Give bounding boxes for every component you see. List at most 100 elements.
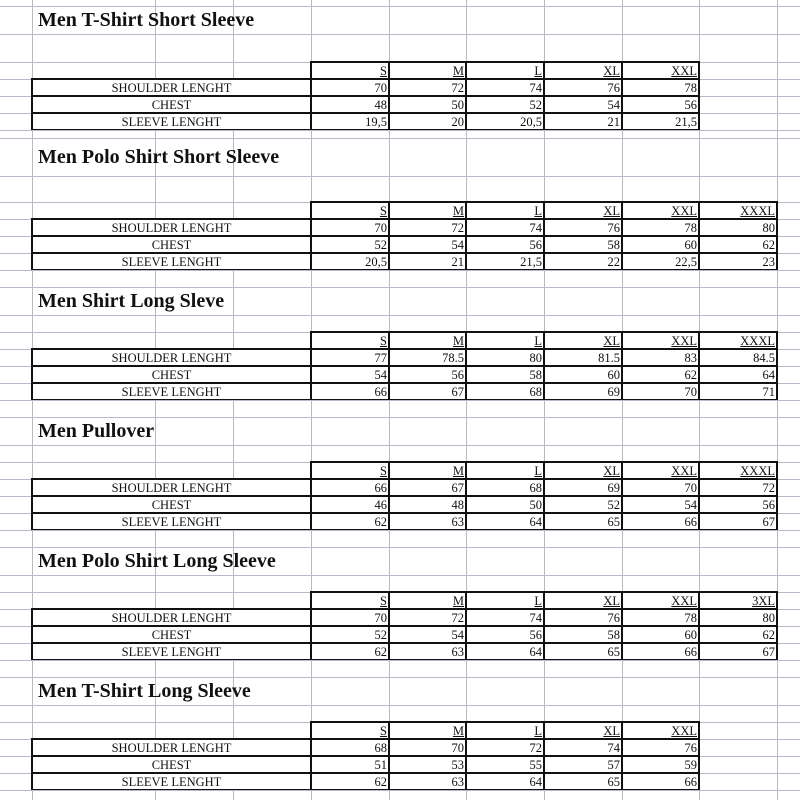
row-label[interactable]: SLEEVE LENGHT xyxy=(31,772,312,791)
measurement-cell[interactable]: 20,5 xyxy=(310,252,390,271)
measurement-cell[interactable]: 62 xyxy=(310,772,390,791)
size-label: M xyxy=(452,204,464,218)
measurement-cell[interactable]: 84.5 xyxy=(698,348,778,367)
size-label: S xyxy=(380,334,387,348)
size-label: L xyxy=(534,594,542,608)
row-label[interactable]: SHOULDER LENGHT xyxy=(31,218,312,237)
grid-row-line xyxy=(0,130,800,131)
section-title: Men Pullover xyxy=(38,420,155,442)
size-label: L xyxy=(534,64,542,78)
size-label: S xyxy=(380,204,387,218)
measurement-cell[interactable]: 71 xyxy=(698,382,778,401)
measurement-cell[interactable]: 22 xyxy=(543,252,623,271)
size-header-xxl[interactable]: XXL xyxy=(621,591,700,610)
row-label[interactable]: SLEEVE LENGHT xyxy=(31,252,312,271)
section-title: Men T-Shirt Long Sleeve xyxy=(38,680,251,702)
size-label: XXL xyxy=(671,64,697,78)
size-label: M xyxy=(452,724,464,738)
size-label: XXXL xyxy=(740,334,775,348)
size-label: L xyxy=(534,204,542,218)
measurement-cell[interactable]: 66 xyxy=(621,772,700,791)
grid-row-line xyxy=(0,400,800,401)
measurement-cell[interactable]: 70 xyxy=(621,382,700,401)
measurement-cell[interactable]: 67 xyxy=(698,512,778,531)
measurement-cell[interactable]: 65 xyxy=(543,512,623,531)
measurement-cell[interactable]: 63 xyxy=(388,512,467,531)
size-label: L xyxy=(534,464,542,478)
measurement-cell[interactable]: 64 xyxy=(465,512,545,531)
measurement-cell[interactable]: 65 xyxy=(543,772,623,791)
measurement-cell[interactable]: 64 xyxy=(465,772,545,791)
size-label: 3XL xyxy=(752,594,775,608)
measurement-cell[interactable]: 64 xyxy=(465,642,545,661)
measurement-cell[interactable]: 22,5 xyxy=(621,252,700,271)
grid-row-line xyxy=(0,547,800,548)
grid-row-line xyxy=(0,176,800,177)
measurement-cell[interactable]: 23 xyxy=(698,252,778,271)
size-header-xxl[interactable]: XXL xyxy=(621,721,700,740)
size-label: XXL xyxy=(671,334,697,348)
size-label: S xyxy=(380,464,387,478)
size-label: XXL xyxy=(671,204,697,218)
measurement-cell[interactable]: 21 xyxy=(543,112,623,131)
section-title: Men T-Shirt Short Sleeve xyxy=(38,9,255,31)
section-title: Men Polo Shirt Short Sleeve xyxy=(38,146,280,168)
measurement-cell[interactable]: 63 xyxy=(388,642,467,661)
grid-row-line xyxy=(0,6,800,7)
size-label: XL xyxy=(603,204,620,218)
grid-row-line xyxy=(0,270,800,271)
size-label: XXXL xyxy=(740,204,775,218)
row-label[interactable]: SLEEVE LENGHT xyxy=(31,112,312,131)
measurement-cell[interactable]: 66 xyxy=(621,512,700,531)
grid-row-line xyxy=(0,287,800,288)
measurement-cell[interactable]: 20,5 xyxy=(465,112,545,131)
size-label: XXL xyxy=(671,464,697,478)
measurement-cell[interactable]: 21,5 xyxy=(465,252,545,271)
size-label: M xyxy=(452,464,464,478)
section-title: Men Polo Shirt Long Sleeve xyxy=(38,550,276,572)
size-label: XXXL xyxy=(740,464,775,478)
row-label[interactable]: SLEEVE LENGHT xyxy=(31,642,312,661)
measurement-cell[interactable]: 52 xyxy=(310,235,390,254)
size-header-xxxl[interactable]: XXXL xyxy=(698,331,778,350)
grid-row-line xyxy=(0,417,800,418)
grid-row-line xyxy=(0,530,800,531)
measurement-cell[interactable]: 50 xyxy=(465,495,545,514)
row-label[interactable]: SLEEVE LENGHT xyxy=(31,382,312,401)
row-label[interactable]: CHEST xyxy=(31,755,312,774)
measurement-cell[interactable]: 74 xyxy=(465,218,545,237)
measurement-cell[interactable]: 69 xyxy=(543,382,623,401)
size-label: XXL xyxy=(671,724,697,738)
size-label: XL xyxy=(603,724,620,738)
row-label[interactable]: SLEEVE LENGHT xyxy=(31,512,312,531)
size-label: S xyxy=(380,724,387,738)
measurement-cell[interactable]: 63 xyxy=(388,772,467,791)
size-label: XL xyxy=(603,464,620,478)
size-label: XL xyxy=(603,64,620,78)
measurement-cell[interactable]: 66 xyxy=(310,382,390,401)
measurement-cell[interactable]: 66 xyxy=(621,642,700,661)
size-label: M xyxy=(452,64,464,78)
size-label: L xyxy=(534,334,542,348)
grid-row-line xyxy=(0,445,800,446)
measurement-cell[interactable]: 67 xyxy=(388,382,467,401)
grid-row-line xyxy=(0,660,800,661)
measurement-cell[interactable]: 62 xyxy=(310,512,390,531)
grid-row-line xyxy=(0,575,800,576)
measurement-cell[interactable]: 65 xyxy=(543,642,623,661)
measurement-cell[interactable]: 20 xyxy=(388,112,467,131)
size-label: XL xyxy=(603,594,620,608)
grid-row-line xyxy=(0,677,800,678)
measurement-cell[interactable]: 78 xyxy=(621,218,700,237)
measurement-cell[interactable]: 19,5 xyxy=(310,112,390,131)
measurement-cell[interactable]: 21 xyxy=(388,252,467,271)
size-label: M xyxy=(452,594,464,608)
measurement-cell[interactable]: 67 xyxy=(698,642,778,661)
grid-row-line xyxy=(0,315,800,316)
measurement-cell[interactable]: 21,5 xyxy=(621,112,700,131)
measurement-cell[interactable]: 62 xyxy=(310,642,390,661)
size-label: S xyxy=(380,594,387,608)
measurement-cell[interactable]: 68 xyxy=(465,382,545,401)
measurement-cell[interactable]: 56 xyxy=(698,495,778,514)
